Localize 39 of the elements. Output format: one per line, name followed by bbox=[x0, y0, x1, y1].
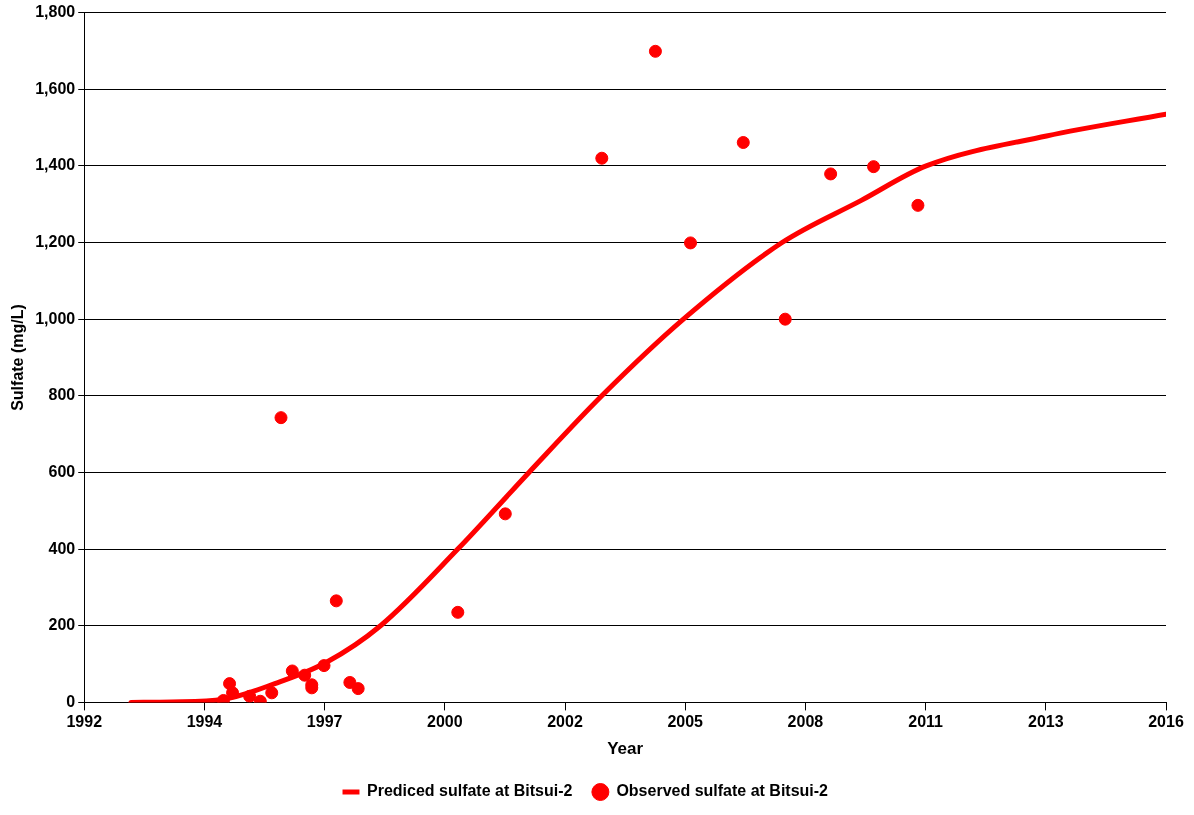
x-tick-label: 2008 bbox=[787, 713, 824, 731]
point bbox=[824, 167, 838, 181]
point bbox=[648, 44, 662, 58]
x-tick-label: 2011 bbox=[908, 713, 944, 731]
y-tick-label: 200 bbox=[48, 616, 76, 634]
x-tick-label: 1994 bbox=[186, 713, 223, 731]
legend-label: Prediced sulfate at Bitsui-2 bbox=[367, 782, 573, 800]
point bbox=[343, 675, 357, 689]
point bbox=[778, 312, 792, 326]
point bbox=[451, 605, 465, 619]
y-tick-label: 400 bbox=[48, 539, 76, 557]
y-tick-label: 1,200 bbox=[35, 232, 76, 250]
x-tick-label: 2013 bbox=[1028, 713, 1064, 731]
y-axis-title: Sulfate (mg/L) bbox=[9, 304, 27, 411]
x-tick-label: 1997 bbox=[306, 713, 343, 731]
x-tick-label: 1992 bbox=[66, 713, 103, 731]
point bbox=[595, 151, 609, 165]
point bbox=[684, 236, 698, 250]
x-tick-label: 2002 bbox=[547, 713, 583, 731]
x-tick-label: 2005 bbox=[667, 713, 704, 731]
point bbox=[351, 682, 365, 696]
y-tick-label: 1,600 bbox=[35, 79, 76, 97]
point bbox=[867, 160, 881, 174]
y-tick-label: 1,400 bbox=[35, 156, 76, 174]
y-tick-label: 0 bbox=[66, 692, 76, 710]
point bbox=[736, 136, 750, 150]
y-tick-label: 800 bbox=[48, 386, 76, 404]
y-tick-label: 1,800 bbox=[35, 3, 76, 21]
x-axis-title: Year bbox=[607, 739, 644, 759]
point bbox=[911, 198, 925, 212]
point bbox=[265, 686, 279, 700]
y-tick-label: 600 bbox=[48, 462, 76, 480]
y-tick-label: 1,000 bbox=[35, 309, 76, 327]
point bbox=[498, 507, 512, 521]
x-tick-label: 2000 bbox=[427, 713, 463, 731]
legend-label: Observed sulfate at Bitsui-2 bbox=[616, 782, 829, 800]
point bbox=[329, 594, 343, 608]
x-tick-label: 2016 bbox=[1148, 713, 1184, 731]
point bbox=[274, 411, 288, 425]
